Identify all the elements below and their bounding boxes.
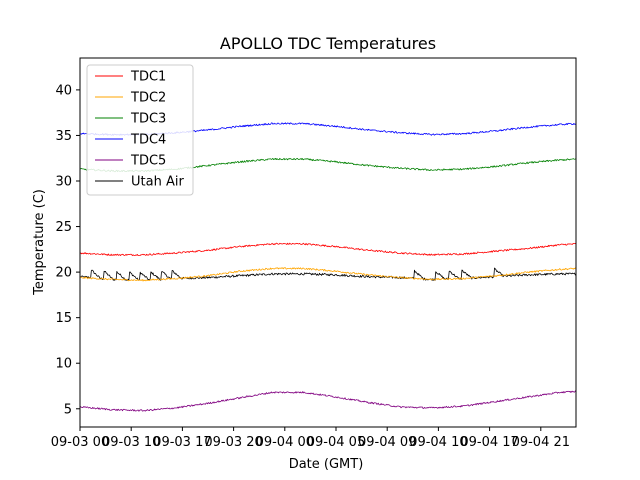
series-line-tdc2 — [80, 267, 576, 282]
chart-title: APOLLO TDC Temperatures — [220, 34, 436, 53]
series-line-utah-air — [80, 267, 576, 281]
y-axis: 5 10 15 20 25 30 35 40 — [55, 83, 80, 417]
y-tick-label: 30 — [55, 175, 72, 190]
legend-label-utah-air: Utah Air — [131, 175, 184, 190]
y-tick-label: 20 — [55, 266, 72, 281]
y-axis-label: Temperature (C) — [32, 189, 47, 296]
x-tick-label: 09-04 09 — [358, 435, 416, 450]
x-tick-label: 09-04 17 — [460, 435, 518, 450]
legend-label-tdc1: TDC1 — [130, 70, 166, 85]
x-tick-label: 09-03 17 — [153, 435, 211, 450]
legend-label-tdc5: TDC5 — [130, 154, 166, 169]
x-tick-label: 09-04 05 — [307, 435, 365, 450]
y-tick-label: 10 — [55, 357, 72, 372]
legend-label-tdc4: TDC4 — [130, 133, 166, 148]
y-tick-label: 25 — [55, 220, 72, 235]
series-line-tdc1 — [80, 242, 576, 257]
legend: TDC1 TDC2 TDC3 TDC4 TDC5 Utah Air — [86, 64, 194, 196]
x-tick-label: 09-03 20 — [204, 435, 262, 450]
plot-frame — [79, 57, 577, 428]
series-line-tdc5 — [80, 390, 576, 412]
x-tick-label: 09-03 10 — [102, 435, 160, 450]
y-tick-label: 15 — [55, 311, 72, 326]
x-tick-label: 09-04 21 — [512, 435, 570, 450]
y-tick-label: 35 — [55, 129, 72, 144]
y-tick-label: 5 — [64, 402, 72, 417]
x-tick-label: 09-04 00 — [256, 435, 314, 450]
legend-label-tdc2: TDC2 — [130, 91, 166, 106]
x-axis-label: Date (GMT) — [289, 457, 364, 472]
y-tick-label: 40 — [55, 83, 72, 98]
x-tick-label: 09-04 10 — [409, 435, 467, 450]
legend-label-tdc3: TDC3 — [130, 112, 166, 127]
x-tick-label: 09-03 00 — [51, 435, 109, 450]
